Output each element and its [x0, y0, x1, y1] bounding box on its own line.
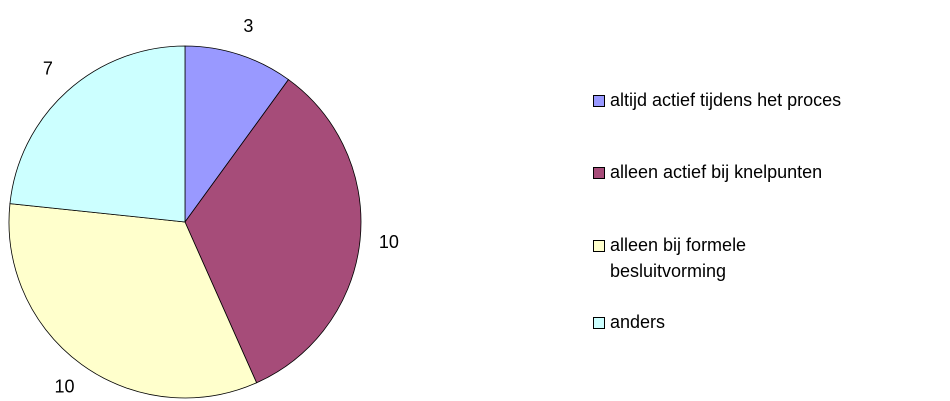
data-label: 3	[243, 16, 253, 36]
legend-label: alleen bij formele besluitvorming	[610, 235, 747, 281]
legend-swatch	[593, 95, 605, 107]
legend-item: alleen bij formele besluitvorming	[590, 232, 860, 284]
pie-slice	[184, 79, 362, 384]
legend-swatch	[593, 167, 605, 179]
pie-slice	[8, 203, 258, 399]
legend-item: anders	[590, 309, 860, 335]
legend-label: altijd actief tijdens het proces	[610, 90, 842, 110]
legend-label: alleen actief bij knelpunten	[610, 162, 823, 182]
legend-swatch	[593, 240, 605, 252]
chart: 3 10 10 7	[8, 16, 399, 399]
data-label: 10	[54, 377, 74, 397]
pie-slice	[9, 45, 186, 223]
legend: altijd actief tijdens het proces alleen a…	[590, 0, 950, 401]
legend-label: anders	[610, 312, 666, 332]
data-label: 10	[379, 232, 399, 252]
data-label: 7	[43, 58, 53, 78]
pie-slice	[184, 45, 290, 224]
legend-item: altijd actief tijdens het proces	[590, 87, 841, 113]
legend-swatch	[593, 317, 605, 329]
legend-item: alleen actief bij knelpunten	[590, 159, 860, 185]
